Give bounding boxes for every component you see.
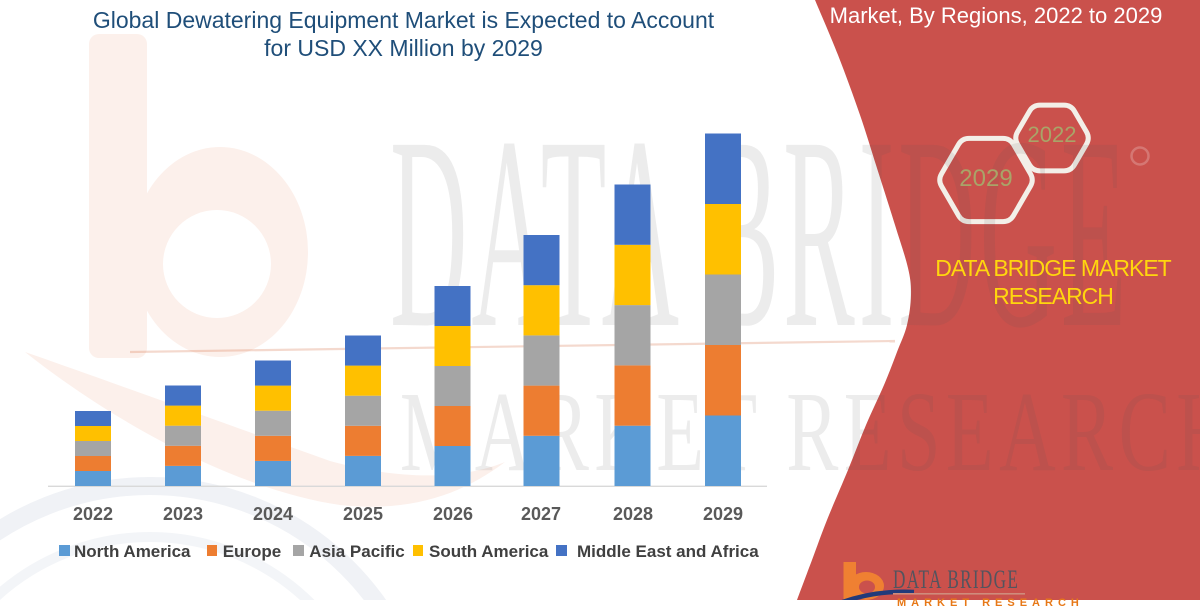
svg-text:MARKET RESEARCH: MARKET RESEARCH xyxy=(400,368,1200,495)
svg-text:DATA BRIDGE: DATA BRIDGE xyxy=(390,81,1130,385)
